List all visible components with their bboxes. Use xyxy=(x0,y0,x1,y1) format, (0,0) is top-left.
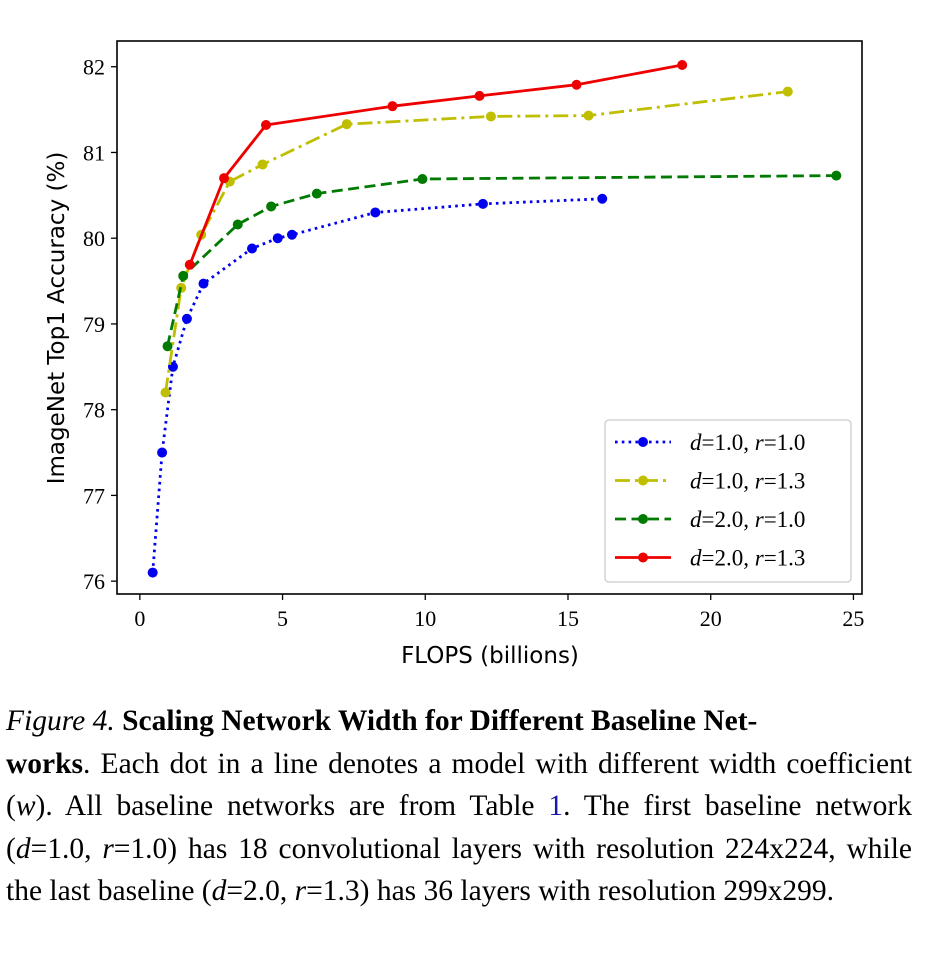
x-axis-label: FLOPS (billions) xyxy=(401,643,579,669)
y-tick-label: 81 xyxy=(83,140,105,165)
x-tick-label: 25 xyxy=(842,606,864,631)
series-1-point xyxy=(181,313,192,324)
figure-caption: Figure 4. Scaling Network Width for Diff… xyxy=(6,700,912,913)
series-4-point xyxy=(571,79,582,90)
series-4-point xyxy=(474,90,485,101)
series-2-point xyxy=(160,387,171,398)
series-1-point xyxy=(597,193,608,204)
legend: d=1.0, r=1.0 d=1.0, r=1.3 d=2.0, r=1.0 d=2.… xyxy=(604,419,852,583)
caption-text-1: . Each dot in a line denotes a model wit… xyxy=(6,747,912,823)
caption-text-6: =2.0, xyxy=(226,875,295,908)
y-tick-label: 79 xyxy=(83,312,105,337)
caption-d-symbol: d xyxy=(211,875,227,908)
legend-label: d=1.0, r=1.0 xyxy=(690,430,805,455)
series-3-point xyxy=(311,188,322,199)
legend-entries: d=1.0, r=1.0 d=1.0, r=1.3 d=2.0, r=1.0 d=2.… xyxy=(615,430,805,571)
legend-marker xyxy=(638,514,648,524)
series-2-line xyxy=(164,90,788,393)
series-4-point xyxy=(387,101,398,112)
x-tick-label: 15 xyxy=(557,606,579,631)
series-4-point xyxy=(261,120,271,131)
series-4-point xyxy=(219,173,230,184)
series-1-point xyxy=(147,567,158,578)
x-tick-label: 20 xyxy=(700,606,722,631)
series-1-point xyxy=(157,447,168,458)
series-1-point xyxy=(477,198,488,209)
series-2-point xyxy=(341,119,352,130)
x-tick-label: 10 xyxy=(414,606,436,631)
series-3-point xyxy=(178,270,189,281)
x-axis: 0 5 10 15 20 25 xyxy=(134,594,864,631)
series-2-point xyxy=(257,159,268,170)
caption-d-symbol: d xyxy=(15,832,31,865)
legend-marker xyxy=(638,475,648,486)
caption-text-2: ). All baseline networks are from Table xyxy=(35,790,549,823)
table-reference-link[interactable]: 1 xyxy=(548,790,564,823)
legend-box xyxy=(604,419,852,583)
series-4-point xyxy=(184,259,195,270)
y-axis: 76 77 78 79 80 81 82 xyxy=(83,55,117,594)
legend-label: d=2.0, r=1.0 xyxy=(690,507,805,532)
caption-title-line1: Scaling Network Width for Different Base… xyxy=(122,705,758,737)
caption-r-symbol: r xyxy=(102,832,114,865)
series-3-point xyxy=(831,170,842,181)
chart: 0 5 10 15 20 25 76 77 78 79 80 81 82 FLOPS (billion… xyxy=(44,40,864,669)
y-tick-label: 77 xyxy=(83,483,105,508)
series-1-point xyxy=(286,229,297,240)
y-axis-label: ImageNet Top1 Accuracy (%) xyxy=(44,152,70,485)
series-1-point xyxy=(198,278,209,289)
caption-figure-label: Figure 4. xyxy=(6,705,115,737)
series-1-point xyxy=(247,243,258,254)
x-tick-label: 5 xyxy=(277,606,288,631)
caption-r-symbol: r xyxy=(294,875,307,908)
legend-label: d=1.0, r=1.3 xyxy=(690,469,805,494)
caption-text-3: . The first baseline network ( xyxy=(6,790,913,865)
caption-text-7: =1.3) has 36 layers with resolution 299x… xyxy=(306,875,835,908)
series-2-point xyxy=(485,111,496,122)
x-tick-label: 0 xyxy=(134,606,145,631)
series-2-point xyxy=(782,86,793,97)
plot-frame xyxy=(116,40,863,595)
series-3-point xyxy=(232,219,243,230)
series-2-point xyxy=(583,110,594,121)
caption-text-4: =1.0, xyxy=(30,832,103,865)
series-3-point xyxy=(417,174,428,185)
series-layer xyxy=(147,60,842,578)
series-4-point xyxy=(677,60,688,71)
y-tick-label: 78 xyxy=(83,398,105,423)
legend-marker xyxy=(638,437,648,447)
series-3-point xyxy=(266,201,277,212)
series-3-line xyxy=(166,174,837,347)
series-1-line xyxy=(151,197,603,573)
y-tick-label: 76 xyxy=(83,569,105,594)
y-tick-label: 82 xyxy=(83,55,105,80)
caption-title: Scaling Network Width for Different Base… xyxy=(6,705,757,780)
caption-title-line2: works xyxy=(6,747,84,780)
series-1-point xyxy=(272,233,283,244)
caption-w-symbol: w xyxy=(15,790,36,823)
legend-marker xyxy=(638,552,648,563)
series-3-point xyxy=(162,341,173,352)
legend-label: d=2.0, r=1.3 xyxy=(690,546,805,571)
y-tick-label: 80 xyxy=(83,226,105,251)
caption-text-5: =1.0) has 18 convolutional layers with r… xyxy=(6,832,912,908)
series-1-point xyxy=(370,207,381,218)
